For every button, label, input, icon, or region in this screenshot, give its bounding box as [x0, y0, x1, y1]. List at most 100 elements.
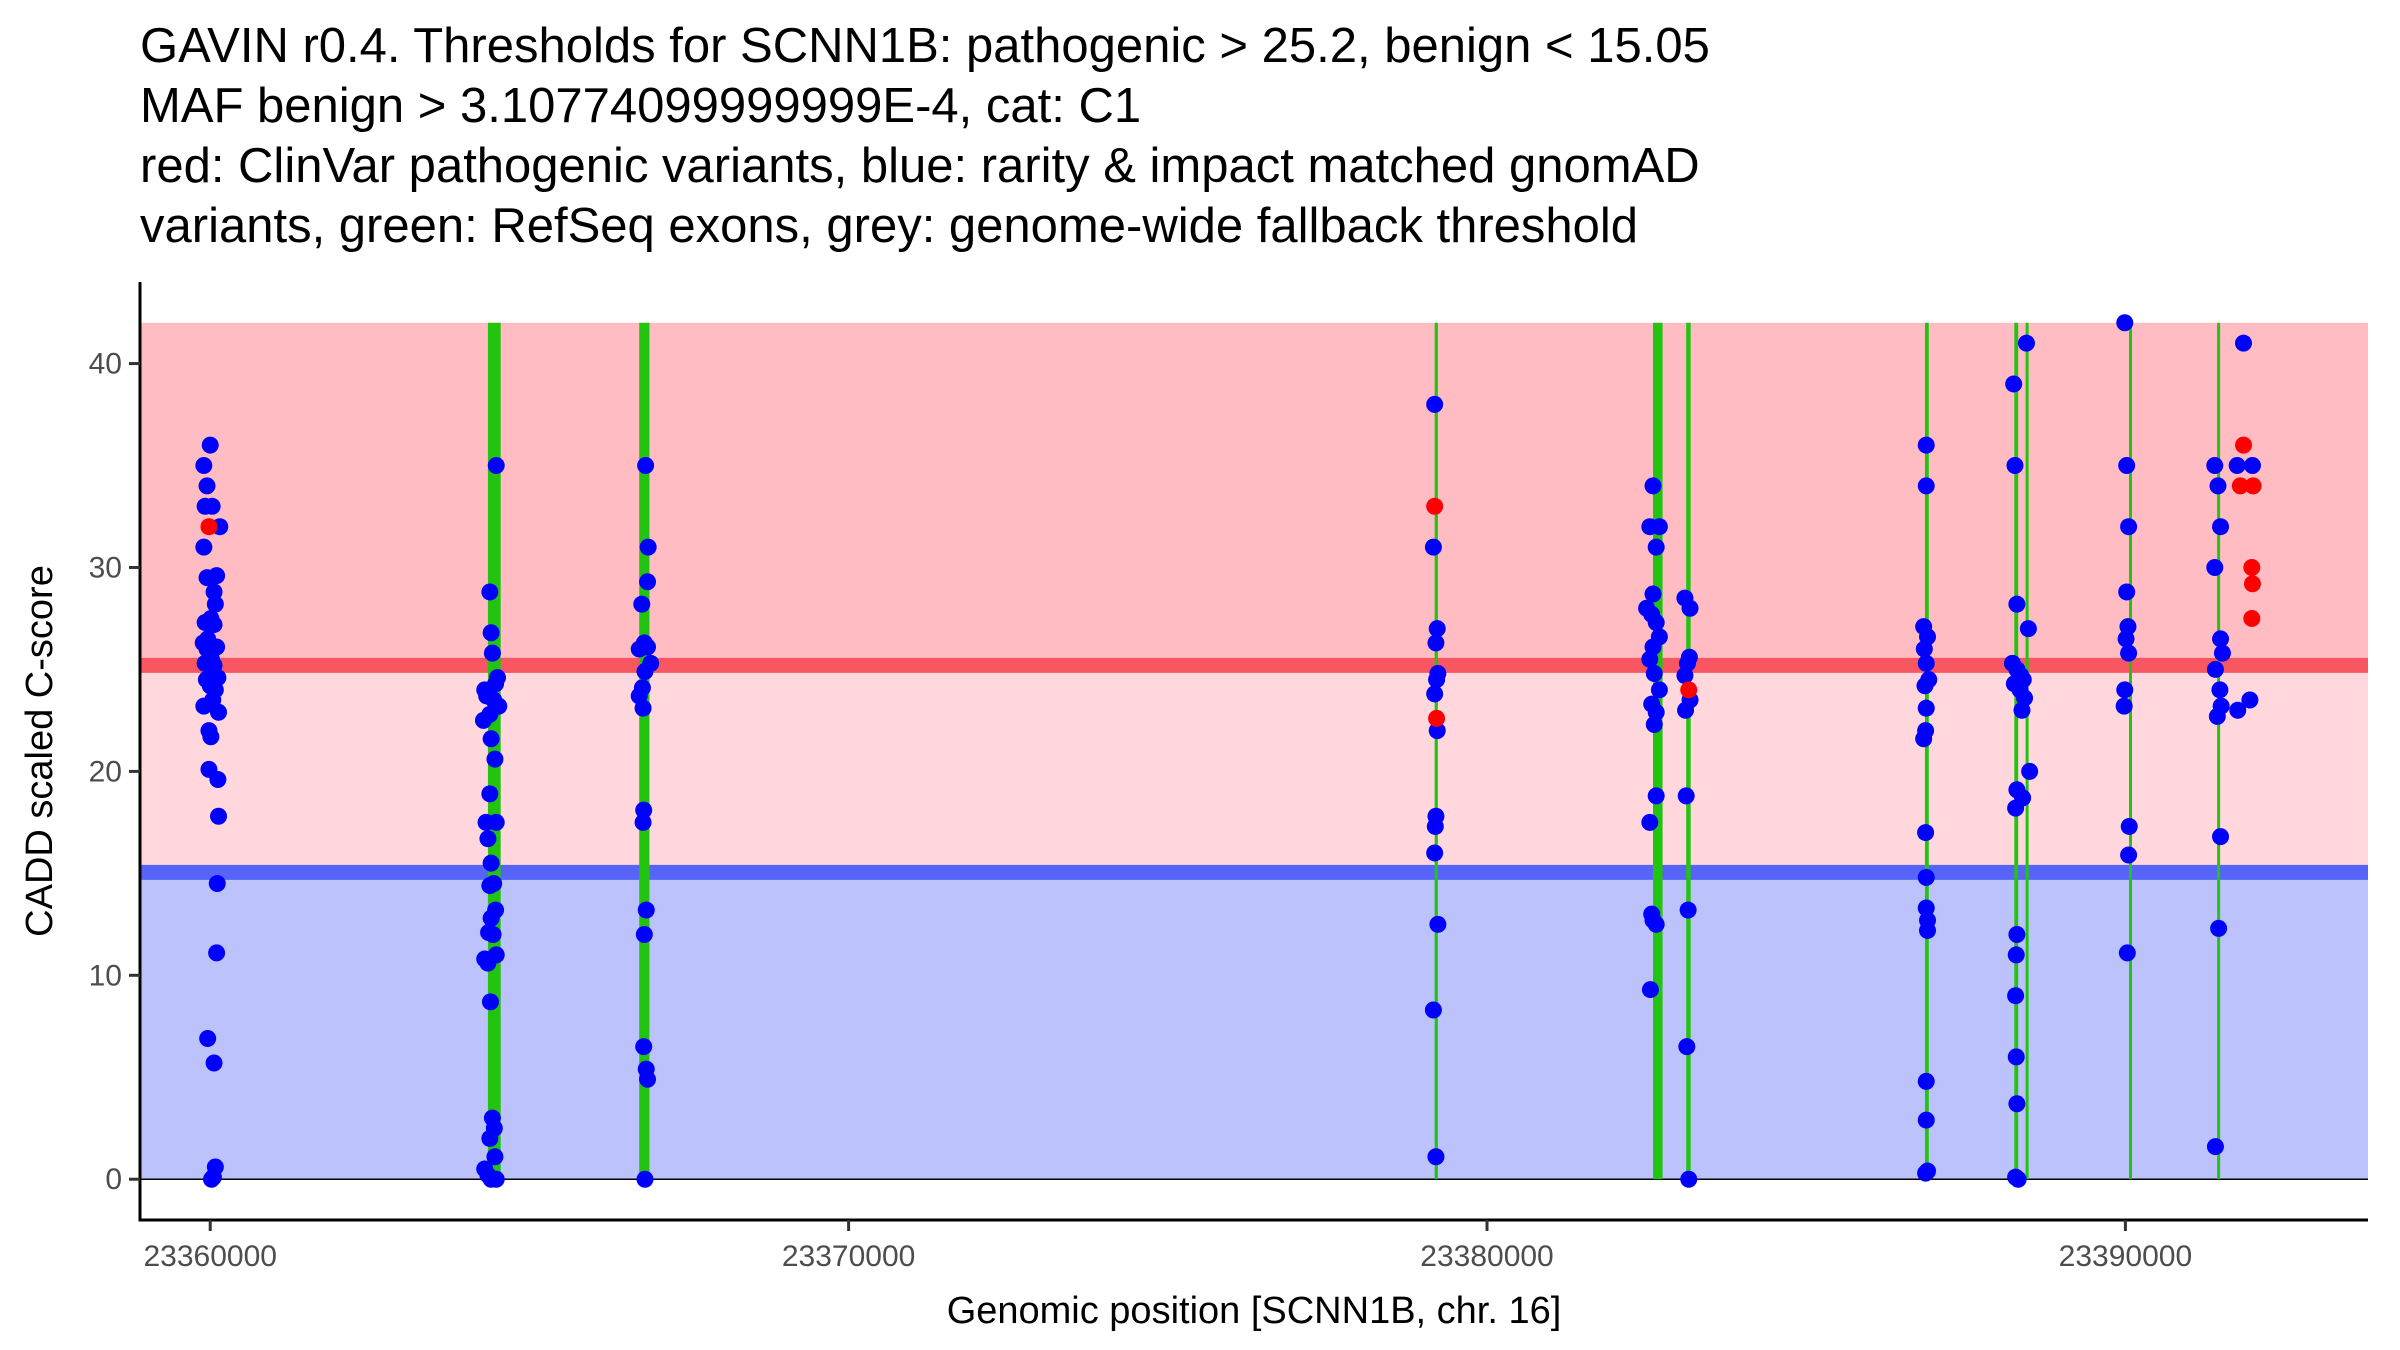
- gnomad-point: [2118, 583, 2136, 601]
- gnomad-point: [481, 583, 499, 601]
- clinvar-point: [2244, 477, 2262, 495]
- y-tick-label: 20: [89, 755, 122, 788]
- clinvar-point: [2243, 575, 2261, 593]
- gnomad-point: [2007, 799, 2025, 817]
- gnomad-point: [1917, 1111, 1935, 1129]
- gnomad-point: [484, 926, 502, 944]
- gnomad-point: [1915, 730, 1933, 748]
- gnomad-point: [1429, 915, 1447, 933]
- gnomad-point: [210, 807, 228, 825]
- gnomad-point: [2019, 620, 2037, 638]
- gnomad-point: [1917, 436, 1935, 454]
- y-tick-label: 10: [89, 959, 122, 992]
- exon-bar: [2014, 322, 2019, 1180]
- title-line-2: MAF benign > 3.10774099999999E-4, cat: C…: [140, 79, 1142, 133]
- gnomad-point: [1424, 1001, 1442, 1019]
- gnomad-point: [208, 944, 226, 962]
- gnomad-point: [2007, 987, 2025, 1005]
- gnomad-point: [1677, 701, 1695, 719]
- gnomad-point: [637, 901, 655, 919]
- gnomad-point: [1424, 538, 1442, 556]
- gnomad-point: [481, 877, 499, 895]
- clinvar-point: [2231, 477, 2249, 495]
- gnomad-point: [210, 703, 228, 721]
- gnomad-point: [639, 538, 657, 556]
- gnomad-point: [487, 457, 505, 475]
- gnomad-point: [486, 1148, 504, 1166]
- gnomad-point: [1919, 921, 1937, 939]
- title-line-3: red: ClinVar pathogenic variants, blue: …: [140, 139, 1700, 193]
- gnomad-point: [2212, 630, 2230, 648]
- exon-bar: [1434, 322, 1438, 1180]
- gnomad-point: [2206, 457, 2224, 475]
- gnomad-point: [635, 1038, 653, 1056]
- gnomad-point: [637, 457, 655, 475]
- gnomad-point: [1917, 868, 1935, 886]
- gnomad-point: [2213, 644, 2231, 662]
- gnomad-point: [2116, 681, 2134, 699]
- gnomad-point: [205, 583, 223, 601]
- gnomad-point: [205, 616, 223, 634]
- gnomad-point: [482, 854, 500, 872]
- gnomad-point: [1917, 824, 1935, 842]
- exon-bar: [2217, 322, 2221, 1180]
- y-axis-title: CADD scaled C-score: [19, 565, 61, 937]
- gnomad-point: [205, 1054, 223, 1072]
- gnomad-point: [1916, 677, 1934, 695]
- gnomad-point: [482, 909, 500, 927]
- gnomad-point: [202, 728, 220, 746]
- gnomad-point: [201, 436, 219, 454]
- gnomad-point: [2118, 457, 2136, 475]
- benign-zone: [140, 872, 2368, 1180]
- clinvar-point: [1428, 709, 1446, 727]
- title-line-1: GAVIN r0.4. Thresholds for SCNN1B: patho…: [140, 19, 1710, 73]
- gnomad-point: [2116, 314, 2134, 332]
- gnomad-point: [636, 662, 654, 680]
- gnomad-point: [481, 785, 499, 803]
- gnomad-point: [2206, 1138, 2224, 1156]
- y-tick-label: 30: [89, 551, 122, 584]
- gnomad-point: [206, 595, 224, 613]
- gnomad-point: [2007, 1048, 2025, 1066]
- gnomad-point: [1647, 787, 1665, 805]
- gnomad-point: [1917, 477, 1935, 495]
- gnomad-point: [2212, 518, 2230, 536]
- gnomad-point: [1679, 901, 1697, 919]
- gnomad-point: [1644, 911, 1662, 929]
- clinvar-point: [1680, 681, 1698, 699]
- gnomad-point: [1647, 614, 1665, 632]
- gnomad-point: [1917, 1072, 1935, 1090]
- gnomad-point: [482, 624, 500, 642]
- gnomad-point: [2241, 691, 2259, 709]
- gnomad-point: [630, 640, 648, 658]
- gnomad-point: [1641, 981, 1659, 999]
- gnomad-point: [474, 711, 492, 729]
- gnomad-point: [481, 1129, 499, 1147]
- x-ticks: 23360000 23370000 23380000 23390000: [143, 1220, 2192, 1273]
- exon-bar: [2025, 322, 2029, 1180]
- threshold-lines: [140, 657, 2368, 880]
- gnomad-point: [195, 538, 213, 556]
- gnomad-point: [2009, 1170, 2027, 1188]
- gnomad-point: [1917, 1164, 1935, 1182]
- x-axis-title: Genomic position [SCNN1B, chr. 16]: [947, 1290, 1562, 1332]
- exon-bar: [1924, 322, 1929, 1180]
- x-tick-label: 23390000: [2059, 1240, 2192, 1273]
- gnomad-point: [1917, 699, 1935, 717]
- gnomad-point: [1677, 787, 1695, 805]
- gnomad-point: [2005, 375, 2023, 393]
- gnomad-point: [1641, 650, 1659, 668]
- gnomad-point: [2013, 701, 2031, 719]
- gnomad-point: [2206, 660, 2224, 678]
- threshold-bands: [140, 322, 2368, 1180]
- gnomad-point: [1427, 1148, 1445, 1166]
- gnomad-point: [1680, 1170, 1698, 1188]
- clinvar-point: [2243, 558, 2261, 576]
- gnomad-point: [486, 750, 504, 768]
- gnomad-point: [1641, 813, 1659, 831]
- gnomad-point: [2007, 946, 2025, 964]
- exon-bar: [639, 322, 650, 1180]
- gnomad-point: [2210, 919, 2228, 937]
- title-line-4: variants, green: RefSeq exons, grey: gen…: [140, 199, 1639, 253]
